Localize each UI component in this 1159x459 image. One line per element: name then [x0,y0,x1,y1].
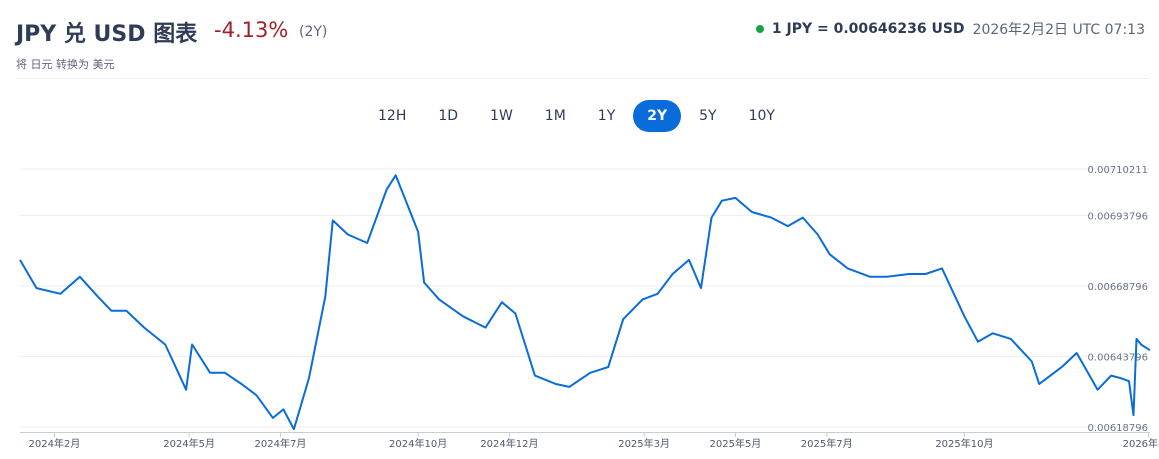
change-percent: -4.13% [214,18,289,42]
page-title: JPY 兑 USD 图表 [16,22,198,47]
tab-5y[interactable]: 5Y [699,108,717,124]
y-tick-label: 0.00693796 [1088,211,1148,222]
divider [16,78,1149,79]
tab-2y[interactable]: 2Y [633,100,682,132]
timeframe-tabs: 12H 1D 1W 1M 1Y 2Y 5Y 10Y [364,100,793,132]
tab-12h[interactable]: 12H [378,108,407,124]
x-tick-label: 2025年3月 [618,437,670,450]
tab-1w[interactable]: 1W [490,108,513,124]
tab-1y[interactable]: 1Y [597,108,616,124]
y-tick-label: 0.00618796 [1088,423,1148,434]
live-status-dot-icon [755,25,764,33]
tab-10y[interactable]: 10Y [748,108,775,124]
x-tick-label: 2025年7月 [801,437,853,450]
x-tick-label: 2025年10月 [935,437,993,450]
period-label: (2Y) [299,24,328,40]
exchange-rate: 1 JPY = 0.00646236 USD [771,21,965,37]
subtitle: 将 日元 转换为 美元 [16,58,115,71]
x-tick-label: 2025年5月 [710,437,762,450]
rate-info: 1 JPY = 0.00646236 USD 2026年2月2日 UTC 07:… [755,19,1145,39]
tab-1d[interactable]: 1D [438,108,459,124]
x-tick-label: 2024年2月 [29,437,81,450]
x-tick-label: 2024年7月 [255,437,307,450]
x-tick-label: 2024年10月 [389,437,447,450]
tab-1m[interactable]: 1M [544,108,566,124]
x-tick-label: 2026年2月 [1123,437,1159,450]
y-tick-label: 0.00668796 [1088,282,1148,293]
x-tick-label: 2024年12月 [480,437,538,450]
series-line [19,174,1151,431]
x-tick-label: 2024年5月 [163,437,215,450]
y-tick-label: 0.00710211 [1088,165,1148,176]
y-tick-label: 0.00643796 [1088,352,1148,363]
timestamp: 2026年2月2日 UTC 07:13 [972,22,1145,38]
